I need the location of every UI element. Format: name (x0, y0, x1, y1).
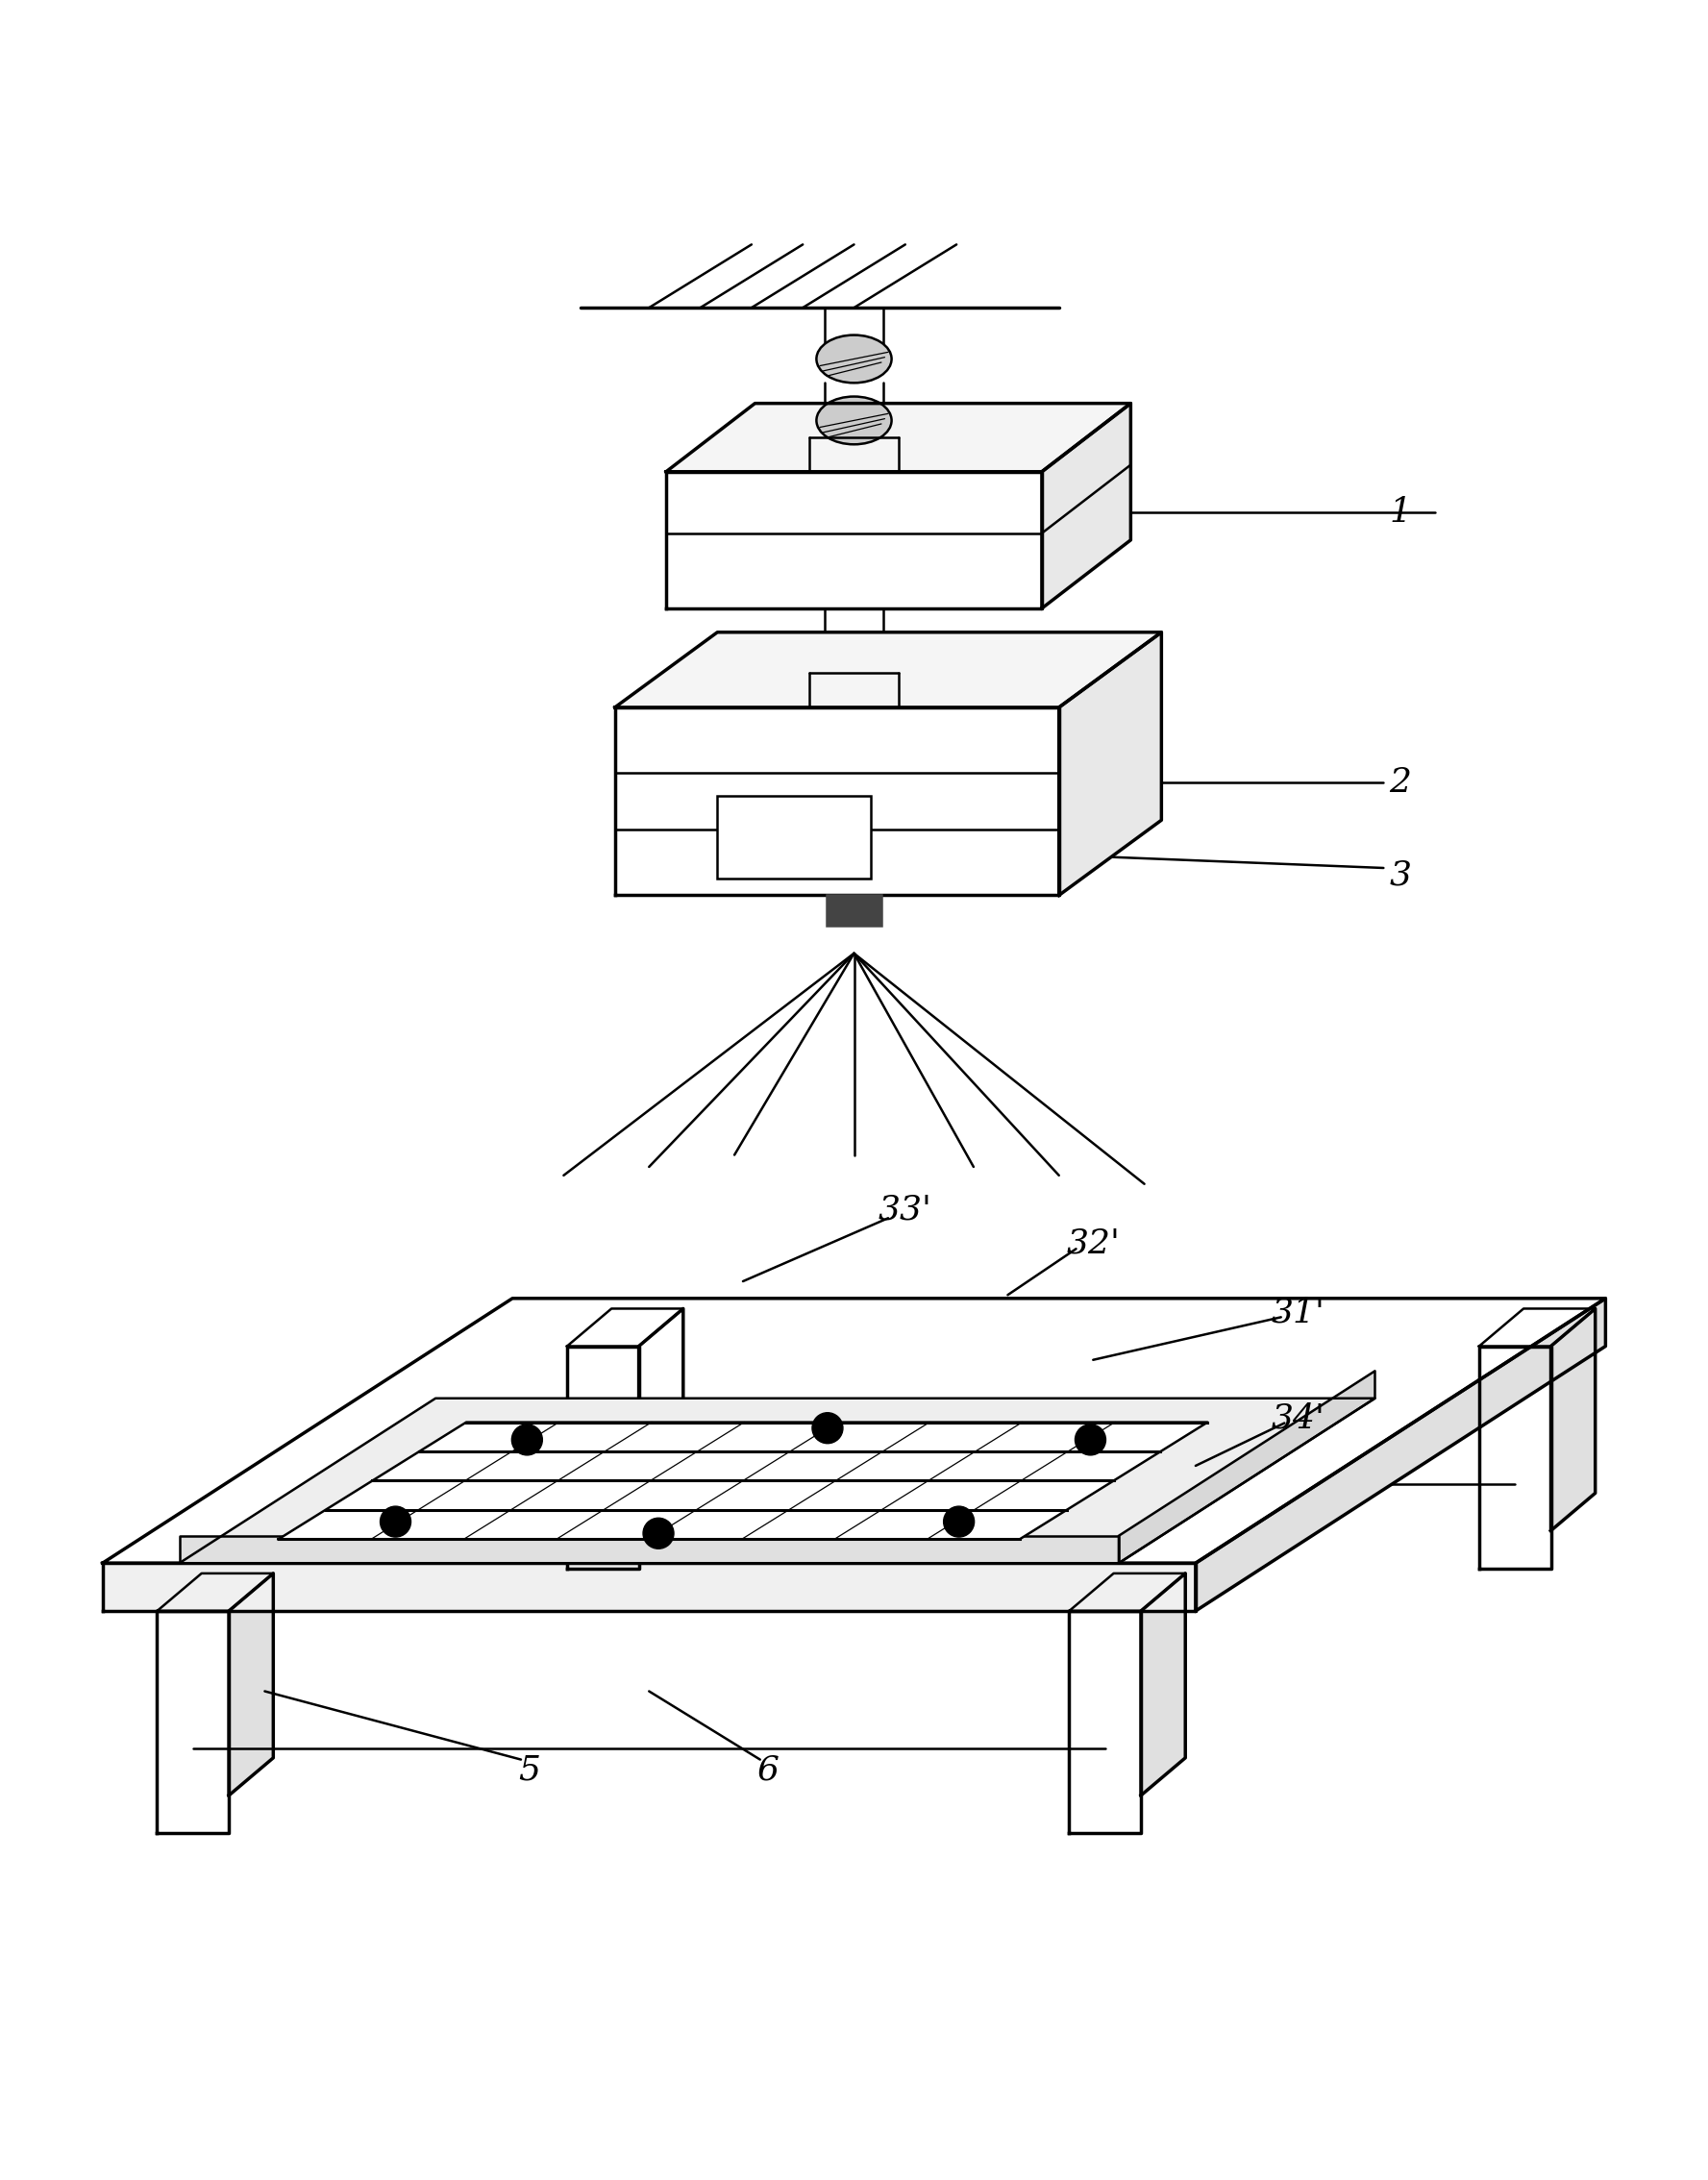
Polygon shape (102, 1563, 1196, 1611)
Polygon shape (1069, 1574, 1185, 1611)
Bar (717, 796, 871, 879)
Circle shape (642, 1517, 675, 1548)
Circle shape (813, 1413, 844, 1443)
Polygon shape (666, 403, 1131, 471)
Polygon shape (1479, 1347, 1551, 1567)
Circle shape (1074, 1424, 1105, 1454)
Polygon shape (639, 1308, 683, 1530)
Polygon shape (179, 1535, 1119, 1563)
Text: 5: 5 (519, 1753, 540, 1785)
Polygon shape (567, 1308, 683, 1347)
Text: 1: 1 (1390, 497, 1411, 530)
Text: 32': 32' (1066, 1227, 1120, 1260)
Text: 34': 34' (1271, 1402, 1325, 1434)
Text: 3: 3 (1390, 859, 1411, 892)
Bar (827, 896, 881, 926)
Polygon shape (102, 1299, 1606, 1563)
Polygon shape (1141, 1574, 1185, 1796)
Polygon shape (157, 1611, 229, 1833)
Polygon shape (179, 1397, 1375, 1563)
Polygon shape (1119, 1371, 1375, 1563)
Ellipse shape (816, 397, 892, 445)
Circle shape (512, 1424, 543, 1454)
Polygon shape (1059, 632, 1161, 896)
Polygon shape (666, 471, 1042, 608)
Polygon shape (229, 1574, 273, 1796)
Polygon shape (1069, 1611, 1141, 1833)
Polygon shape (1479, 1308, 1595, 1347)
Polygon shape (615, 706, 1059, 896)
Polygon shape (567, 1347, 639, 1567)
Text: 33': 33' (878, 1192, 933, 1225)
Polygon shape (1196, 1299, 1606, 1611)
Polygon shape (278, 1421, 1208, 1539)
Circle shape (381, 1506, 412, 1537)
Text: 2: 2 (1390, 765, 1411, 798)
Text: 6: 6 (758, 1753, 779, 1785)
Ellipse shape (816, 336, 892, 384)
Circle shape (943, 1506, 974, 1537)
Polygon shape (1551, 1308, 1595, 1530)
Polygon shape (157, 1574, 273, 1611)
Polygon shape (615, 632, 1161, 706)
Text: 31': 31' (1271, 1295, 1325, 1328)
Polygon shape (1042, 403, 1131, 608)
